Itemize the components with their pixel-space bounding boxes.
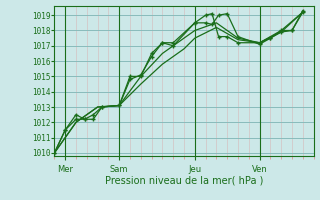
X-axis label: Pression niveau de la mer( hPa ): Pression niveau de la mer( hPa ) <box>105 175 263 185</box>
